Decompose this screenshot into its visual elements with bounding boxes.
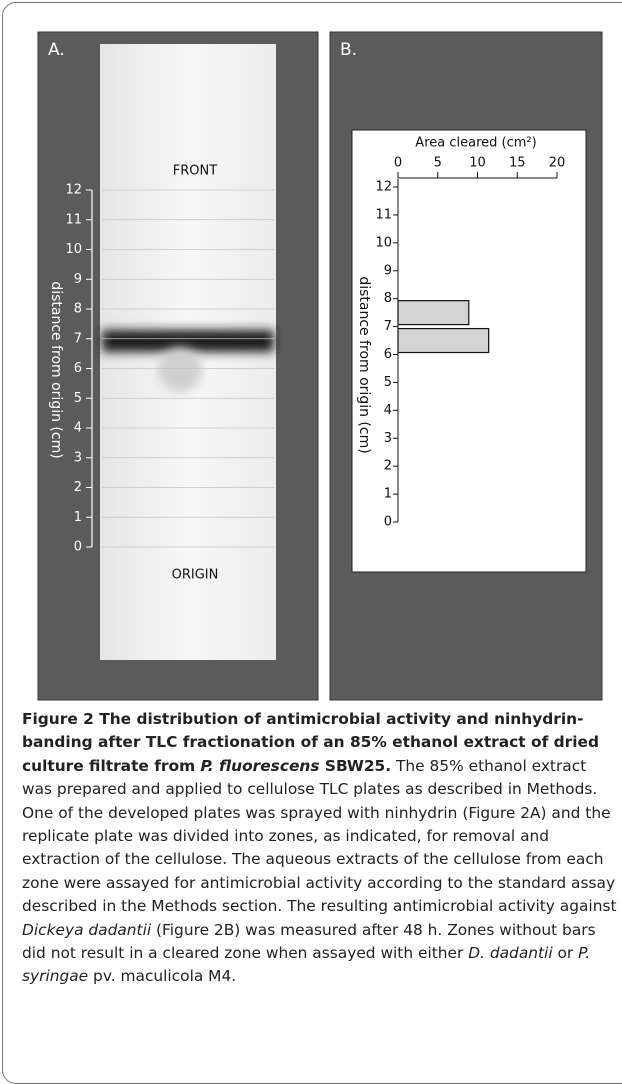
y-tick-label: 7: [384, 319, 392, 334]
caption-title: Figure 2 The distribution of antimicrobi…: [22, 710, 599, 775]
y-tick-label: 12: [375, 180, 392, 195]
caption-text: Figure 2 The distribution of antimicrobi…: [22, 710, 599, 775]
caption-text: D. dadantii: [468, 944, 553, 963]
y-tick-label: 2: [384, 459, 392, 474]
y-tick-label: 10: [65, 242, 82, 257]
caption-text: P. fluorescens: [200, 756, 320, 775]
x-tick-label: 0: [394, 156, 402, 171]
x-tick-label: 15: [509, 156, 526, 171]
caption-text: The 85% ethanol extract was prepared and…: [22, 756, 617, 916]
y-tick-label: 11: [65, 212, 82, 227]
y-axis-label: distance from origin (cm): [356, 276, 372, 453]
y-axis-label: distance from origin (cm): [48, 281, 64, 458]
y-tick-label: 5: [384, 375, 392, 390]
y-tick-label: 2: [74, 480, 82, 495]
origin-label: ORIGIN: [172, 568, 219, 583]
y-tick-label: 10: [375, 235, 392, 250]
y-tick-label: 0: [384, 515, 392, 530]
panel-label: A.: [48, 40, 65, 60]
x-tick-label: 20: [549, 156, 566, 171]
panel-label: B.: [340, 40, 357, 60]
y-tick-label: 6: [384, 347, 392, 362]
y-tick-label: 6: [74, 361, 82, 376]
y-tick-label: 1: [384, 487, 392, 502]
y-tick-label: 8: [384, 291, 392, 306]
bar: [397, 327, 490, 354]
y-tick-label: 1: [74, 510, 82, 525]
caption: Figure 2 The distribution of antimicrobi…: [22, 708, 618, 989]
caption-text: SBW25.: [319, 756, 392, 775]
caption-text: P. syringae: [22, 944, 591, 986]
y-tick-label: 12: [65, 183, 82, 198]
y-tick-label: 9: [74, 272, 82, 287]
bar: [397, 300, 470, 326]
x-tick-label: 10: [469, 156, 486, 171]
y-tick-label: 7: [74, 331, 82, 346]
y-tick-label: 11: [375, 207, 392, 222]
caption-text: pv. maculicola M4.: [88, 967, 237, 986]
y-tick-label: 3: [74, 450, 82, 465]
front-label: FRONT: [173, 164, 217, 179]
x-tick-label: 5: [434, 156, 442, 171]
y-tick-label: 9: [384, 263, 392, 278]
chart-title: Area cleared (cm²): [415, 136, 536, 151]
y-tick-label: 4: [74, 421, 82, 436]
smear: [158, 348, 202, 392]
ninhydrin-band: [102, 330, 274, 352]
y-tick-label: 8: [74, 302, 82, 317]
y-tick-label: 5: [74, 391, 82, 406]
y-tick-label: 4: [384, 403, 392, 418]
caption-text: Dickeya dadantii: [22, 920, 152, 939]
y-tick-label: 3: [384, 431, 392, 446]
caption-text: (Figure 2B) was measured after 48 h. Zon…: [22, 920, 596, 963]
caption-text: or: [552, 944, 579, 963]
y-tick-label: 0: [74, 540, 82, 555]
